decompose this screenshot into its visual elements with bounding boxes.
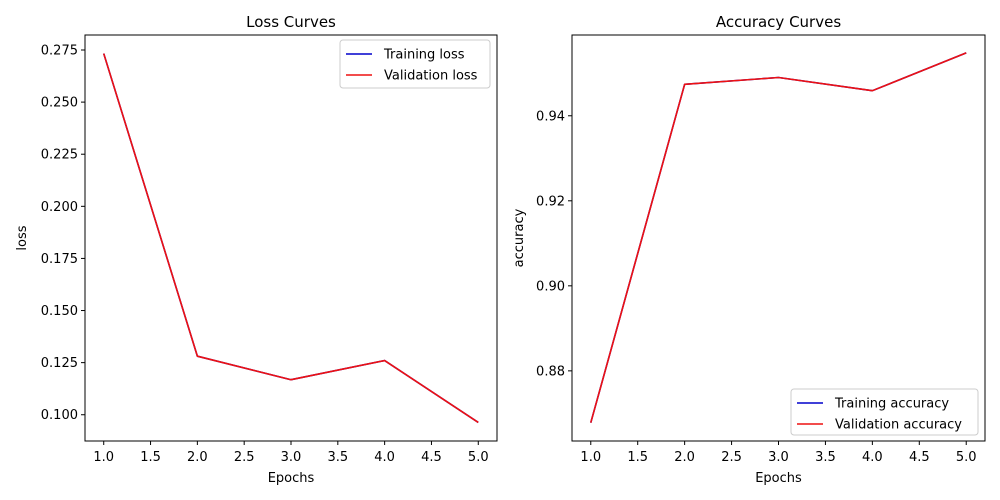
- loss-y-tick-label: 0.200: [41, 200, 78, 215]
- loss-y-tick-label: 0.100: [41, 408, 78, 423]
- accuracy-series-line-validation: [589, 52, 967, 423]
- loss-chart-title: Loss Curves: [246, 13, 336, 31]
- loss-legend-box: [339, 39, 491, 89]
- loss-y-tick-label: 0.125: [41, 356, 78, 371]
- loss-x-tick-label: 2.0: [187, 450, 208, 465]
- loss-chart: 1.0 1.5 2.0 2.5 3.0 3.5 4.0 4.5 5.0 0.100 0.125 0.1…: [15, 13, 498, 486]
- loss-x-tick-label: 1.0: [93, 450, 114, 465]
- loss-y-tick-label: 0.150: [41, 304, 78, 319]
- accuracy-series-line-training: [589, 52, 967, 423]
- accuracy-x-tick-label: 1.5: [627, 450, 648, 465]
- accuracy-y-tick-label: 0.88: [536, 364, 565, 379]
- accuracy-x-tick-label: 5.0: [956, 450, 977, 465]
- loss-x-tick-label: 2.5: [234, 450, 255, 465]
- accuracy-x-tick-label: 2.0: [674, 450, 695, 465]
- loss-x-tick-label: 1.5: [140, 450, 161, 465]
- accuracy-x-axis-label: Epochs: [755, 471, 802, 486]
- loss-y-tick-label: 0.250: [41, 96, 78, 111]
- accuracy-legend: Training accuracy Validation accuracy: [790, 388, 979, 436]
- loss-legend: Training loss Validation loss: [339, 39, 491, 89]
- accuracy-y-tick-label: 0.94: [536, 109, 565, 124]
- accuracy-x-tick-label: 4.5: [909, 450, 930, 465]
- accuracy-x-tick-label: 1.0: [580, 450, 601, 465]
- loss-legend-label: Training loss: [383, 48, 465, 63]
- loss-x-tick-label: 3.0: [281, 450, 302, 465]
- loss-y-tick-label: 0.225: [41, 148, 78, 163]
- accuracy-chart: 1.0 1.5 2.0 2.5 3.0 3.5 4.0 4.5 5.0 0.88 0.90 0.92 0…: [512, 13, 986, 486]
- accuracy-y-axis-label: accuracy: [512, 208, 527, 267]
- loss-x-tick-label: 5.0: [468, 450, 489, 465]
- loss-legend-label: Validation loss: [384, 69, 478, 84]
- accuracy-chart-title: Accuracy Curves: [716, 13, 842, 31]
- loss-series-line-training: [102, 53, 479, 424]
- accuracy-legend-label: Validation accuracy: [835, 418, 962, 433]
- loss-x-axis-label: Epochs: [268, 471, 315, 486]
- accuracy-legend-label: Training accuracy: [834, 397, 949, 412]
- loss-series-line-validation: [102, 53, 479, 424]
- accuracy-plot-frame: [571, 34, 986, 442]
- accuracy-x-tick-label: 3.0: [768, 450, 789, 465]
- accuracy-y-tick-label: 0.90: [536, 279, 565, 294]
- accuracy-legend-box: [790, 388, 979, 436]
- loss-x-tick-label: 4.0: [374, 450, 395, 465]
- loss-x-tick-label: 4.5: [421, 450, 442, 465]
- accuracy-x-tick-label: 2.5: [721, 450, 742, 465]
- loss-x-tick-label: 3.5: [327, 450, 348, 465]
- accuracy-x-tick-label: 4.0: [862, 450, 883, 465]
- loss-y-tick-label: 0.175: [41, 252, 78, 267]
- loss-y-axis-label: loss: [15, 225, 30, 250]
- accuracy-x-tick-label: 3.5: [815, 450, 836, 465]
- accuracy-y-tick-label: 0.92: [536, 194, 565, 209]
- loss-y-tick-label: 0.275: [41, 44, 78, 59]
